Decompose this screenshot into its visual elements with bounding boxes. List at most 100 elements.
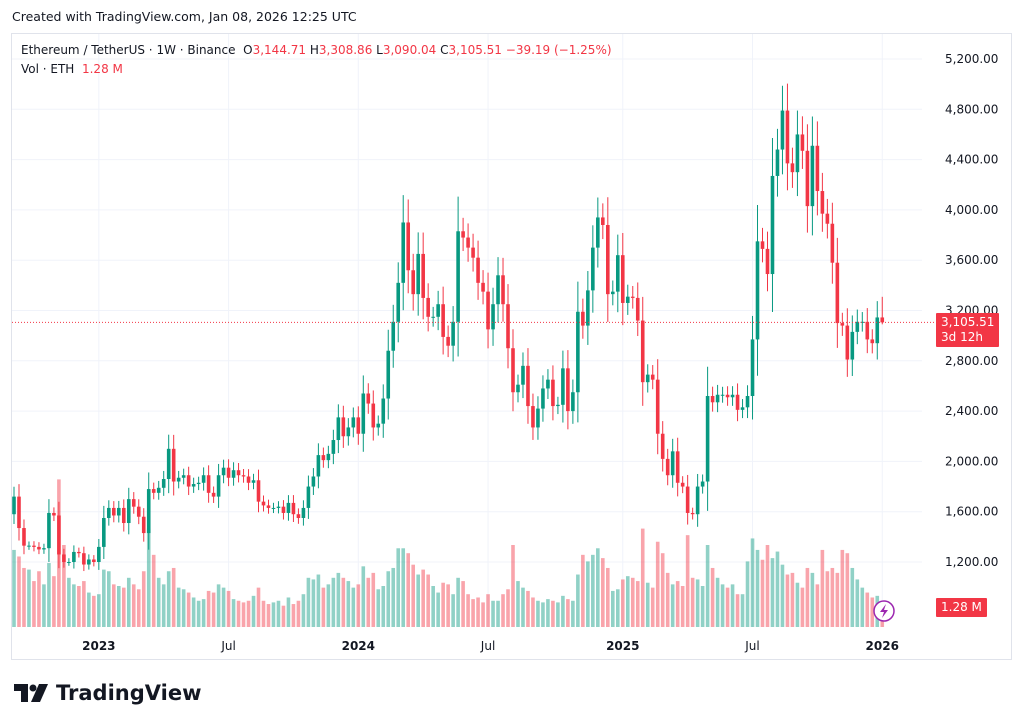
price-tick-label: 5,200.00 (945, 52, 998, 66)
candle-body (381, 398, 386, 424)
candle-body (541, 388, 545, 409)
candle-body (396, 282, 401, 322)
candle-body (37, 546, 41, 550)
candle-body (391, 321, 396, 351)
volume-bar (216, 584, 221, 627)
candle-body (72, 551, 76, 562)
volume-bar (231, 599, 236, 627)
volume-label[interactable]: Vol · ETH (21, 62, 75, 76)
volume-bar (835, 572, 840, 627)
price-tick-label: 3,600.00 (945, 253, 998, 267)
volume-bar (855, 579, 860, 627)
volume-bar (166, 571, 171, 627)
volume-bar (825, 571, 830, 627)
volume-bar (820, 549, 825, 627)
candle-body (685, 486, 690, 513)
candle-body (735, 394, 740, 410)
volume-bar (126, 577, 131, 627)
tradingview-logo-icon (14, 684, 48, 702)
candle-body (251, 480, 256, 483)
volume-bar (102, 569, 106, 627)
candle-body (366, 393, 371, 404)
volume-bar (12, 549, 16, 627)
volume-bar (700, 586, 705, 627)
volume-bar (391, 567, 396, 627)
candle-body (32, 545, 36, 547)
volume-bar (321, 587, 326, 627)
volume-bar (810, 572, 815, 627)
volume-bar (451, 594, 455, 627)
volume-bar (551, 600, 555, 627)
candle-body (266, 505, 271, 508)
volume-bar (72, 584, 76, 627)
candle-body (77, 551, 81, 554)
candle-body (401, 222, 406, 283)
volume-bar (536, 600, 540, 627)
candle-body (880, 317, 885, 323)
volume-bar (730, 584, 735, 627)
volume-bar (586, 561, 590, 627)
candle-body (107, 507, 111, 518)
price-tick-label: 1,600.00 (945, 505, 998, 519)
candle-body (790, 163, 795, 173)
candle-body (576, 311, 580, 393)
candle-body (131, 499, 136, 507)
candle-body (356, 417, 361, 434)
volume-bar (366, 577, 371, 627)
volume-bar (670, 584, 675, 627)
candle-body (336, 417, 341, 441)
symbol-label[interactable]: Ethereum / TetherUS · 1W · Binance (21, 43, 236, 57)
volume-bar (486, 594, 490, 627)
candle-body (186, 475, 191, 487)
volume-bar (17, 556, 21, 627)
price-axis: 5,200.00 4,800.00 4,400.00 4,000.00 3,600.00… (945, 52, 998, 569)
volume-bar (710, 567, 715, 627)
time-axis: 2023 Jul 2024 Jul 2025 Jul 2026 (82, 639, 899, 653)
open-label: O (243, 43, 253, 57)
volume-bar (271, 602, 276, 627)
candle-body (261, 501, 266, 506)
candle-body (765, 248, 770, 275)
volume-bar (496, 600, 500, 627)
candle-body (146, 489, 151, 534)
volume-bar (431, 586, 435, 627)
volume-value: 1.28 M (81, 62, 123, 76)
candle-body (486, 291, 490, 330)
candle-body (12, 496, 16, 515)
candle-body (516, 384, 520, 393)
candle-body (715, 394, 720, 403)
volume-bar (256, 587, 261, 627)
volume-tag: 1.28 M (936, 598, 987, 617)
candle-body (586, 290, 590, 326)
candle-body (121, 507, 126, 524)
volume-bar (296, 600, 301, 627)
candle-body (451, 321, 455, 346)
candle-body (650, 374, 655, 380)
volume-bar (541, 602, 545, 627)
lightning-icon[interactable] (873, 600, 895, 622)
volume-bar (406, 553, 411, 627)
volume-bar (141, 571, 146, 627)
candle-body (241, 475, 246, 477)
candle-body (770, 175, 775, 275)
candle-body (151, 489, 156, 493)
tradingview-logo[interactable]: TradingView (14, 681, 201, 705)
candle-body (815, 145, 820, 192)
candle-body (471, 247, 475, 258)
volume-bar (685, 535, 690, 627)
candle-body (615, 255, 620, 292)
volume-bar (32, 581, 36, 627)
candle-body (321, 455, 326, 461)
candle-body (331, 440, 336, 454)
volume-bar (566, 599, 570, 627)
volume-bar (740, 594, 745, 627)
candle-body (725, 394, 730, 398)
volume-bar (186, 592, 191, 627)
volume-bar (775, 551, 780, 627)
candle-body (625, 296, 630, 303)
candle-body (855, 321, 860, 332)
candle-body (655, 379, 660, 434)
candle-body (645, 374, 650, 383)
candle-body (700, 481, 705, 487)
